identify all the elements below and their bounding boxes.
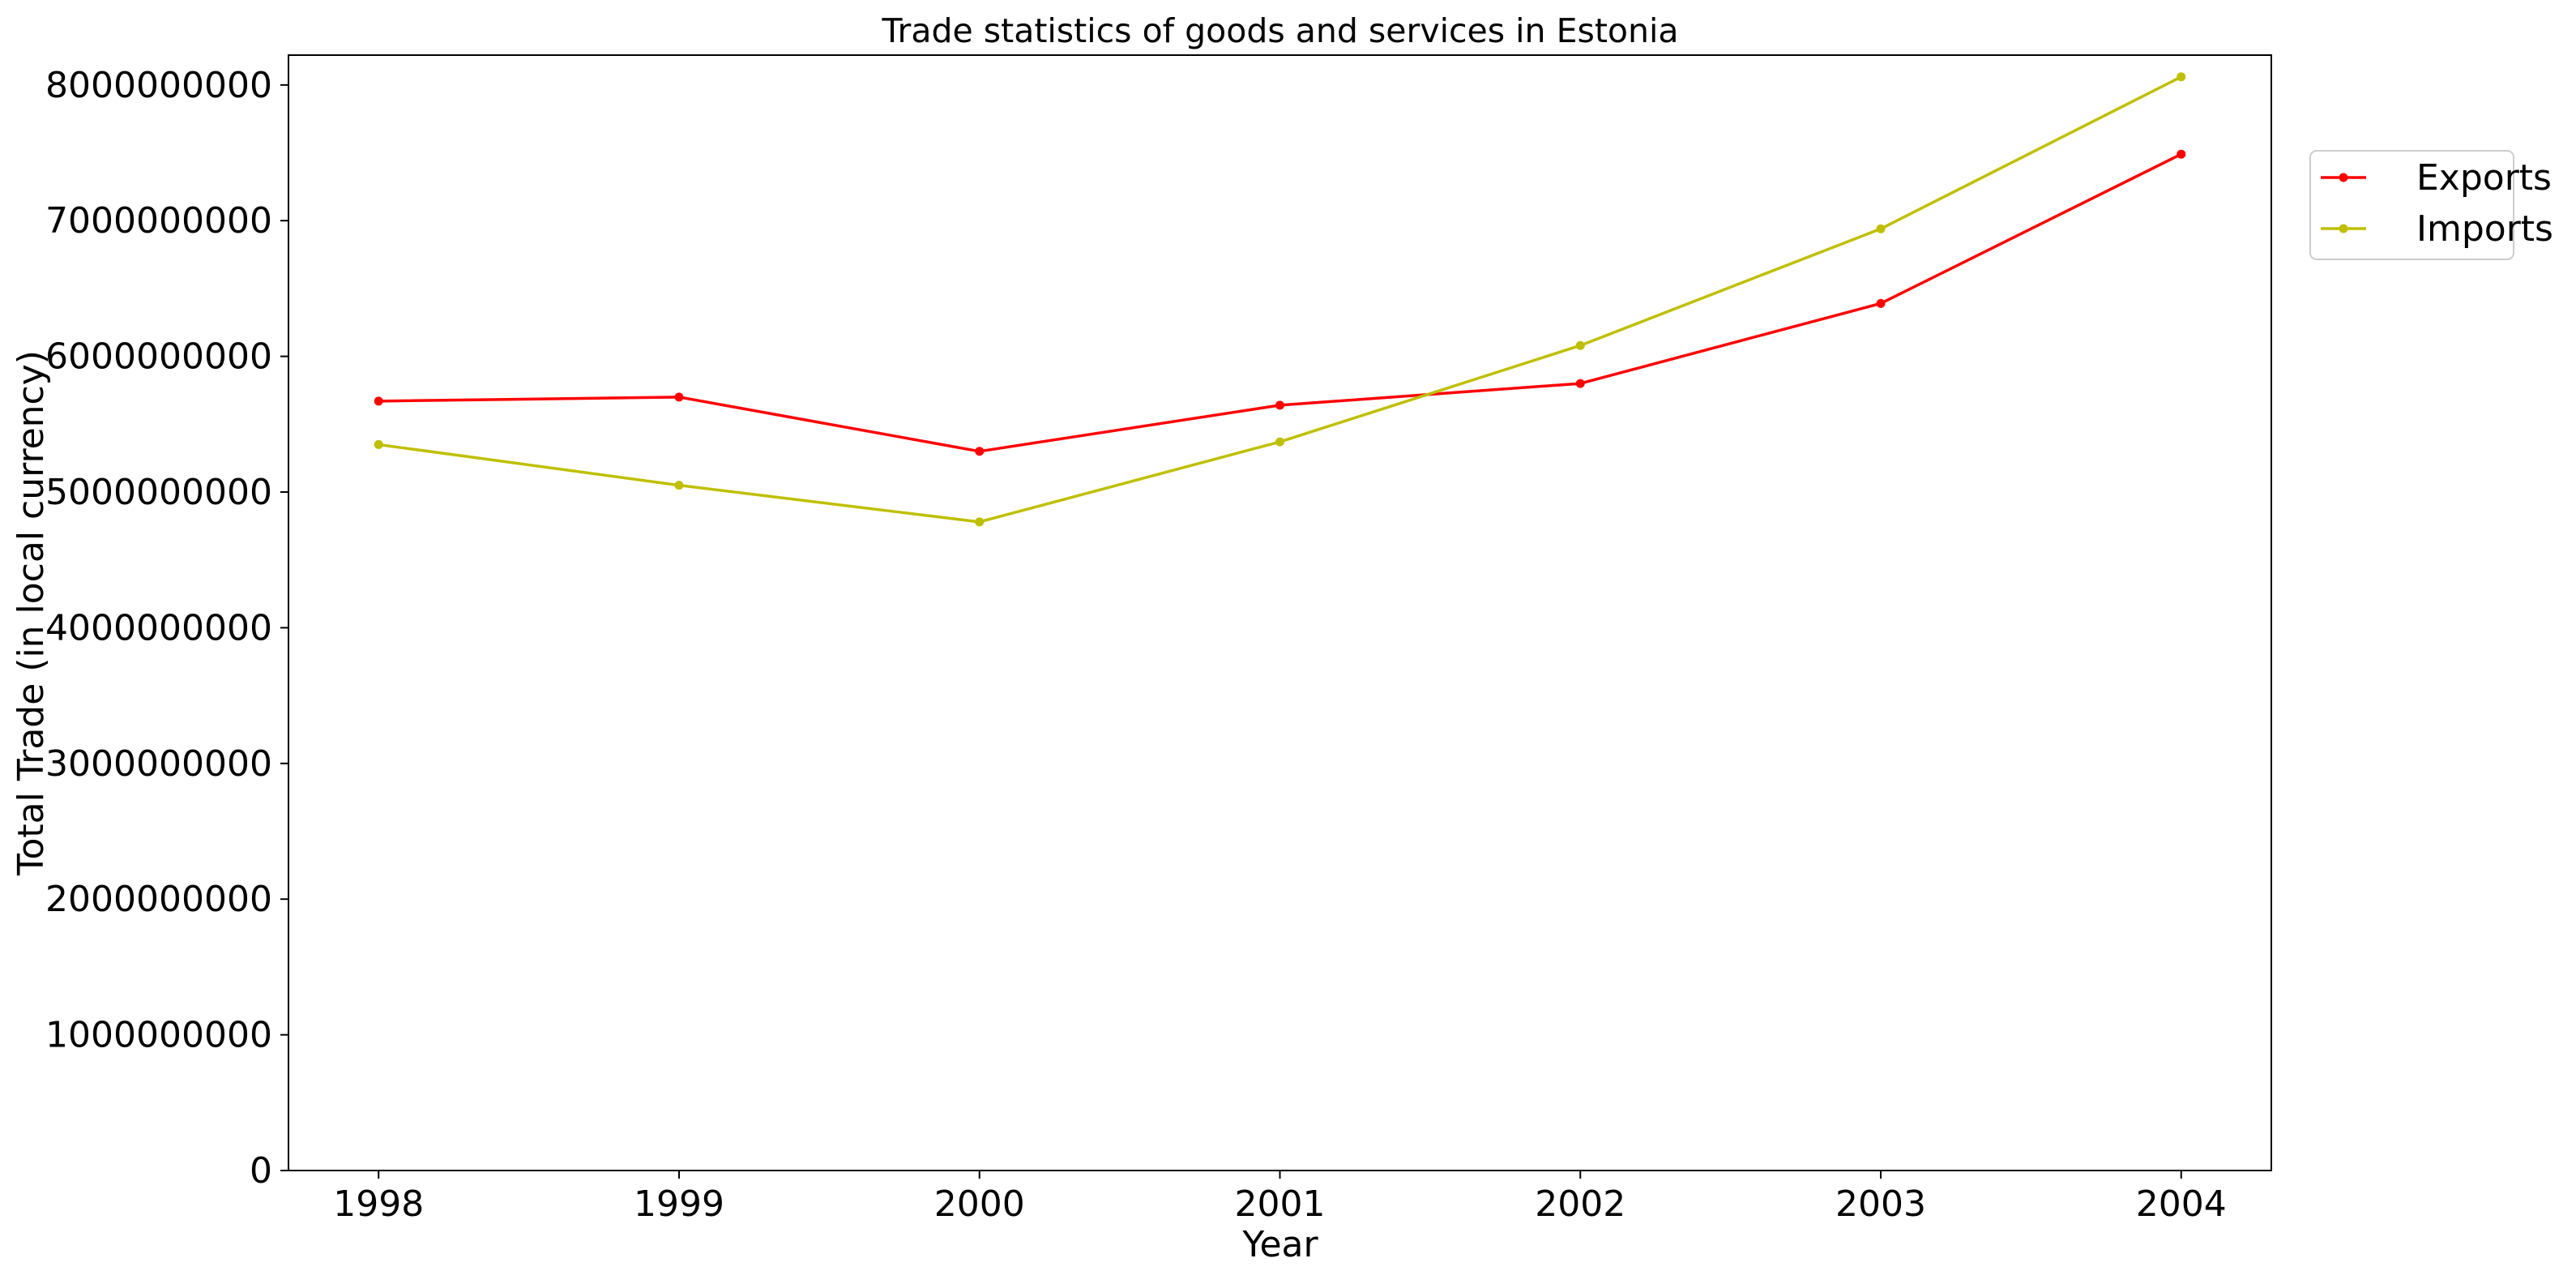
y-axis-label: Total Trade (in local currency) bbox=[11, 350, 52, 876]
data-point-exports bbox=[674, 392, 684, 402]
data-point-exports bbox=[1575, 379, 1585, 388]
data-point-imports bbox=[674, 481, 684, 490]
y-tick-label: 4000000000 bbox=[45, 607, 272, 648]
data-point-imports bbox=[975, 517, 985, 527]
data-point-imports bbox=[374, 439, 383, 449]
y-tick-label: 8000000000 bbox=[45, 65, 272, 106]
x-tick-label: 2001 bbox=[1235, 1183, 1326, 1225]
data-point-exports bbox=[975, 447, 985, 456]
legend-marker-exports bbox=[2339, 173, 2348, 182]
y-tick-label: 1000000000 bbox=[45, 1015, 272, 1056]
legend-label-exports: Exports bbox=[2416, 157, 2552, 199]
series-layer bbox=[374, 72, 2186, 527]
y-tick-label: 7000000000 bbox=[45, 200, 272, 242]
y-tick-label: 2000000000 bbox=[45, 879, 272, 920]
data-point-imports bbox=[1275, 437, 1284, 447]
data-point-imports bbox=[1575, 340, 1585, 350]
x-axis: 1998 1999 2000 2001 2002 2003 2004 bbox=[333, 1171, 2227, 1225]
legend-label-imports: Imports bbox=[2416, 208, 2553, 250]
x-tick-label: 1999 bbox=[634, 1183, 724, 1225]
y-tick-label: 0 bbox=[250, 1150, 272, 1192]
series-line-imports bbox=[378, 75, 2182, 524]
x-tick-label: 2004 bbox=[2136, 1183, 2227, 1225]
chart-title: Trade statistics of goods and services i… bbox=[882, 11, 1679, 50]
x-tick-label: 1998 bbox=[333, 1183, 424, 1225]
data-point-exports bbox=[2177, 149, 2186, 159]
x-tick-label: 2003 bbox=[1835, 1183, 1926, 1225]
y-axis: 0 1000000000 2000000000 3000000000 400000000… bbox=[45, 65, 288, 1192]
legend-items: Exports Imports bbox=[2321, 157, 2553, 250]
y-tick-label: 5000000000 bbox=[45, 472, 272, 513]
legend: Exports Imports bbox=[2309, 150, 2553, 260]
x-tick-label: 2000 bbox=[934, 1183, 1025, 1225]
y-tick-label: 6000000000 bbox=[45, 336, 272, 378]
data-point-imports bbox=[2177, 72, 2186, 82]
plot-area-frame bbox=[288, 54, 2272, 1171]
data-point-exports bbox=[374, 396, 383, 406]
data-point-exports bbox=[1876, 298, 1886, 308]
x-tick-label: 2002 bbox=[1535, 1183, 1625, 1225]
data-point-exports bbox=[1275, 400, 1284, 410]
data-point-imports bbox=[1876, 224, 1886, 233]
x-axis-label: Year bbox=[1241, 1224, 1318, 1265]
y-tick-label: 3000000000 bbox=[45, 743, 272, 785]
legend-marker-imports bbox=[2339, 224, 2348, 233]
